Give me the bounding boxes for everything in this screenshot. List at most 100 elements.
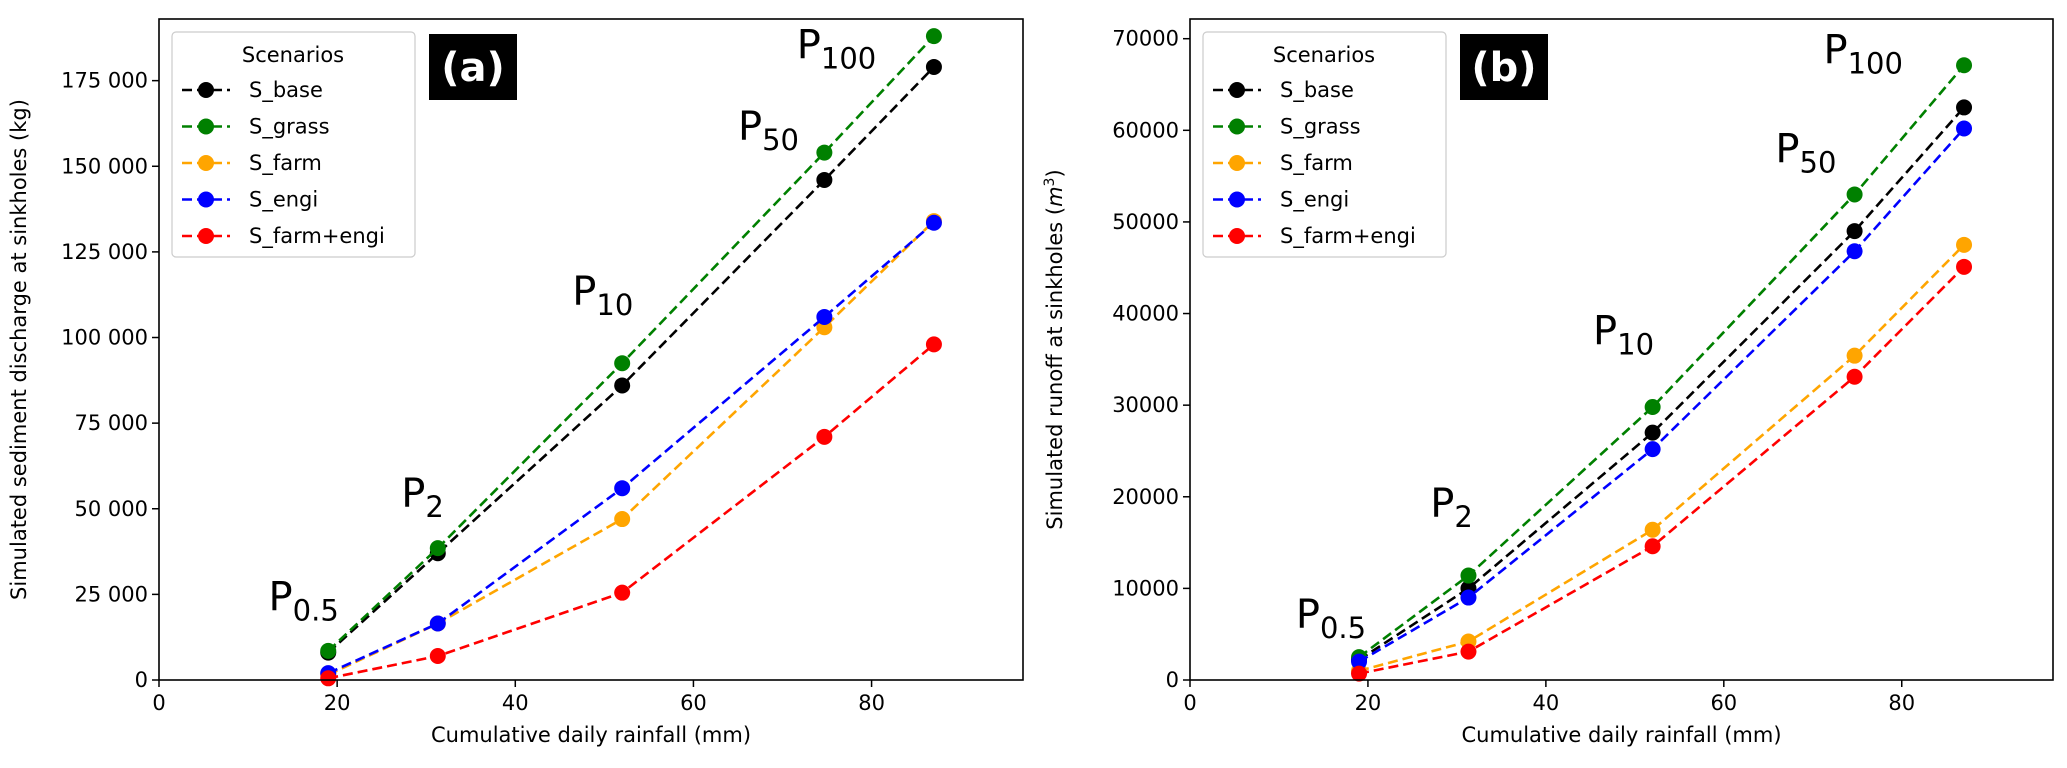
annotation-label: P0.5 [1296, 592, 1366, 645]
data-point-S_engi [1644, 441, 1661, 458]
legend-entry: S_farm+engi [249, 224, 385, 249]
y-axis-label: Simulated runoff at sinkholes (m3) [1042, 169, 1067, 529]
data-point-S_grass [1644, 398, 1661, 415]
x-axis-label: Cumulative daily rainfall (mm) [1461, 723, 1781, 747]
data-point-S_grass [1460, 567, 1477, 584]
data-point-S_grass [816, 144, 833, 161]
y-tick-label: 75 000 [75, 411, 148, 435]
data-point-S_grass [925, 28, 942, 45]
data-point-S_farm [1846, 347, 1863, 364]
y-tick-label: 175 000 [61, 69, 148, 93]
x-axis-label: Cumulative daily rainfall (mm) [431, 723, 751, 747]
data-point-S_engi [1956, 120, 1973, 137]
legend-marker [1229, 191, 1245, 208]
data-point-S_farm+engi [1956, 258, 1973, 275]
annotation-label: P50 [1775, 126, 1836, 179]
panel-label: (a) [441, 45, 505, 91]
data-point-S_engi [429, 615, 446, 632]
legend-marker [198, 118, 214, 135]
legend-entry: S_engi [249, 188, 318, 213]
y-tick-label: 40000 [1112, 302, 1179, 326]
annotation-label: P10 [572, 269, 633, 322]
data-point-S_grass [1956, 57, 1973, 74]
series-line-S_farm [1358, 243, 1965, 673]
legend-marker [198, 155, 214, 171]
data-point-S_grass [1846, 186, 1863, 203]
y-tick-label: 50 000 [75, 497, 148, 521]
data-point-S_grass [320, 642, 337, 659]
y-tick-label: 60000 [1112, 118, 1179, 142]
data-point-S_farm+engi [1460, 643, 1477, 660]
legend-entry: S_grass [249, 115, 330, 140]
legend-entry: S_farm [1280, 151, 1353, 176]
data-point-S_farm+engi [1351, 665, 1368, 682]
data-point-S_farm+engi [1846, 368, 1863, 385]
legend-box [171, 31, 416, 258]
legend-marker [1229, 82, 1245, 98]
data-point-S_engi [816, 308, 833, 325]
x-tick-label: 60 [1710, 691, 1737, 715]
series-line-S_base [1358, 106, 1966, 661]
annotation-label: P100 [797, 23, 876, 76]
legend-entry: S_farm [249, 151, 322, 176]
legend-marker [198, 82, 214, 98]
data-point-S_farm+engi [429, 648, 446, 665]
legend-entry: S_base [1280, 78, 1354, 103]
panel-label: (b) [1471, 45, 1536, 91]
data-point-S_base [1846, 223, 1863, 240]
annotation-label: P2 [1430, 481, 1473, 534]
legend-entry: S_farm+engi [1280, 224, 1416, 249]
legend-box [1202, 31, 1447, 258]
annotation-label: P100 [1823, 27, 1902, 80]
data-point-S_engi [1460, 589, 1477, 606]
legend-marker [198, 228, 214, 244]
chart-a: 0 20 40 60 80 0 25 000 50 000 75 000 100 000 125 0… [7, 18, 1024, 747]
y-tick-label: 125 000 [61, 240, 148, 264]
legend-marker [1229, 155, 1245, 171]
legend-entry: S_engi [1280, 188, 1349, 213]
y-tick-label: 10000 [1112, 576, 1179, 600]
data-point-S_farm [1644, 521, 1661, 538]
data-point-S_farm+engi [320, 670, 337, 687]
chart-b: 0 20 40 60 80 0 10000 20000 30000 40000 50000 60000… [1042, 18, 2054, 747]
data-point-S_base [816, 171, 833, 188]
x-tick-label: 20 [324, 691, 351, 715]
y-tick-label: 50000 [1112, 210, 1179, 234]
y-tick-label: 100 000 [61, 326, 148, 350]
x-tick-label: 40 [1533, 691, 1560, 715]
panel-label-box [429, 34, 517, 100]
legend: Scenarios S_base S_grass S_farm S_engi S_farm… [1202, 31, 1447, 258]
axes-frame [1189, 18, 2054, 681]
y-tick-label: 0 [1166, 668, 1179, 692]
data-point-S_base [925, 58, 942, 75]
legend-marker [198, 191, 214, 208]
legend-marker [1229, 118, 1245, 135]
legend-entry: S_grass [1280, 115, 1361, 140]
annotation-label: P2 [401, 471, 444, 524]
series-line-S_grass [1358, 64, 1966, 659]
series-line-S_farm+engi [1358, 265, 1965, 675]
data-point-S_farm+engi [614, 584, 631, 601]
x-tick-label: 60 [680, 691, 707, 715]
data-point-S_engi [614, 480, 631, 497]
series-line-S_engi [1358, 127, 1966, 663]
data-point-S_farm [1956, 236, 1973, 253]
data-point-S_engi [925, 214, 942, 231]
x-tick-label: 0 [1183, 691, 1196, 715]
legend-entry: S_base [249, 78, 323, 103]
y-tick-label: 0 [135, 668, 148, 692]
x-tick-label: 40 [502, 691, 529, 715]
data-point-S_base [1644, 424, 1661, 441]
data-point-S_engi [1846, 243, 1863, 260]
data-point-S_grass [429, 540, 446, 557]
annotation-label: P0.5 [269, 574, 339, 627]
y-tick-label: 70000 [1112, 27, 1179, 51]
y-tick-label: 25 000 [75, 582, 148, 606]
panel-label-box [1460, 34, 1548, 100]
annotation-label: P50 [738, 104, 799, 157]
series-line-S_grass [327, 35, 935, 652]
data-point-S_base [614, 377, 631, 394]
y-axis-label: Simulated sediment discharge at sinkhole… [7, 99, 31, 600]
data-point-S_farm+engi [925, 336, 942, 353]
